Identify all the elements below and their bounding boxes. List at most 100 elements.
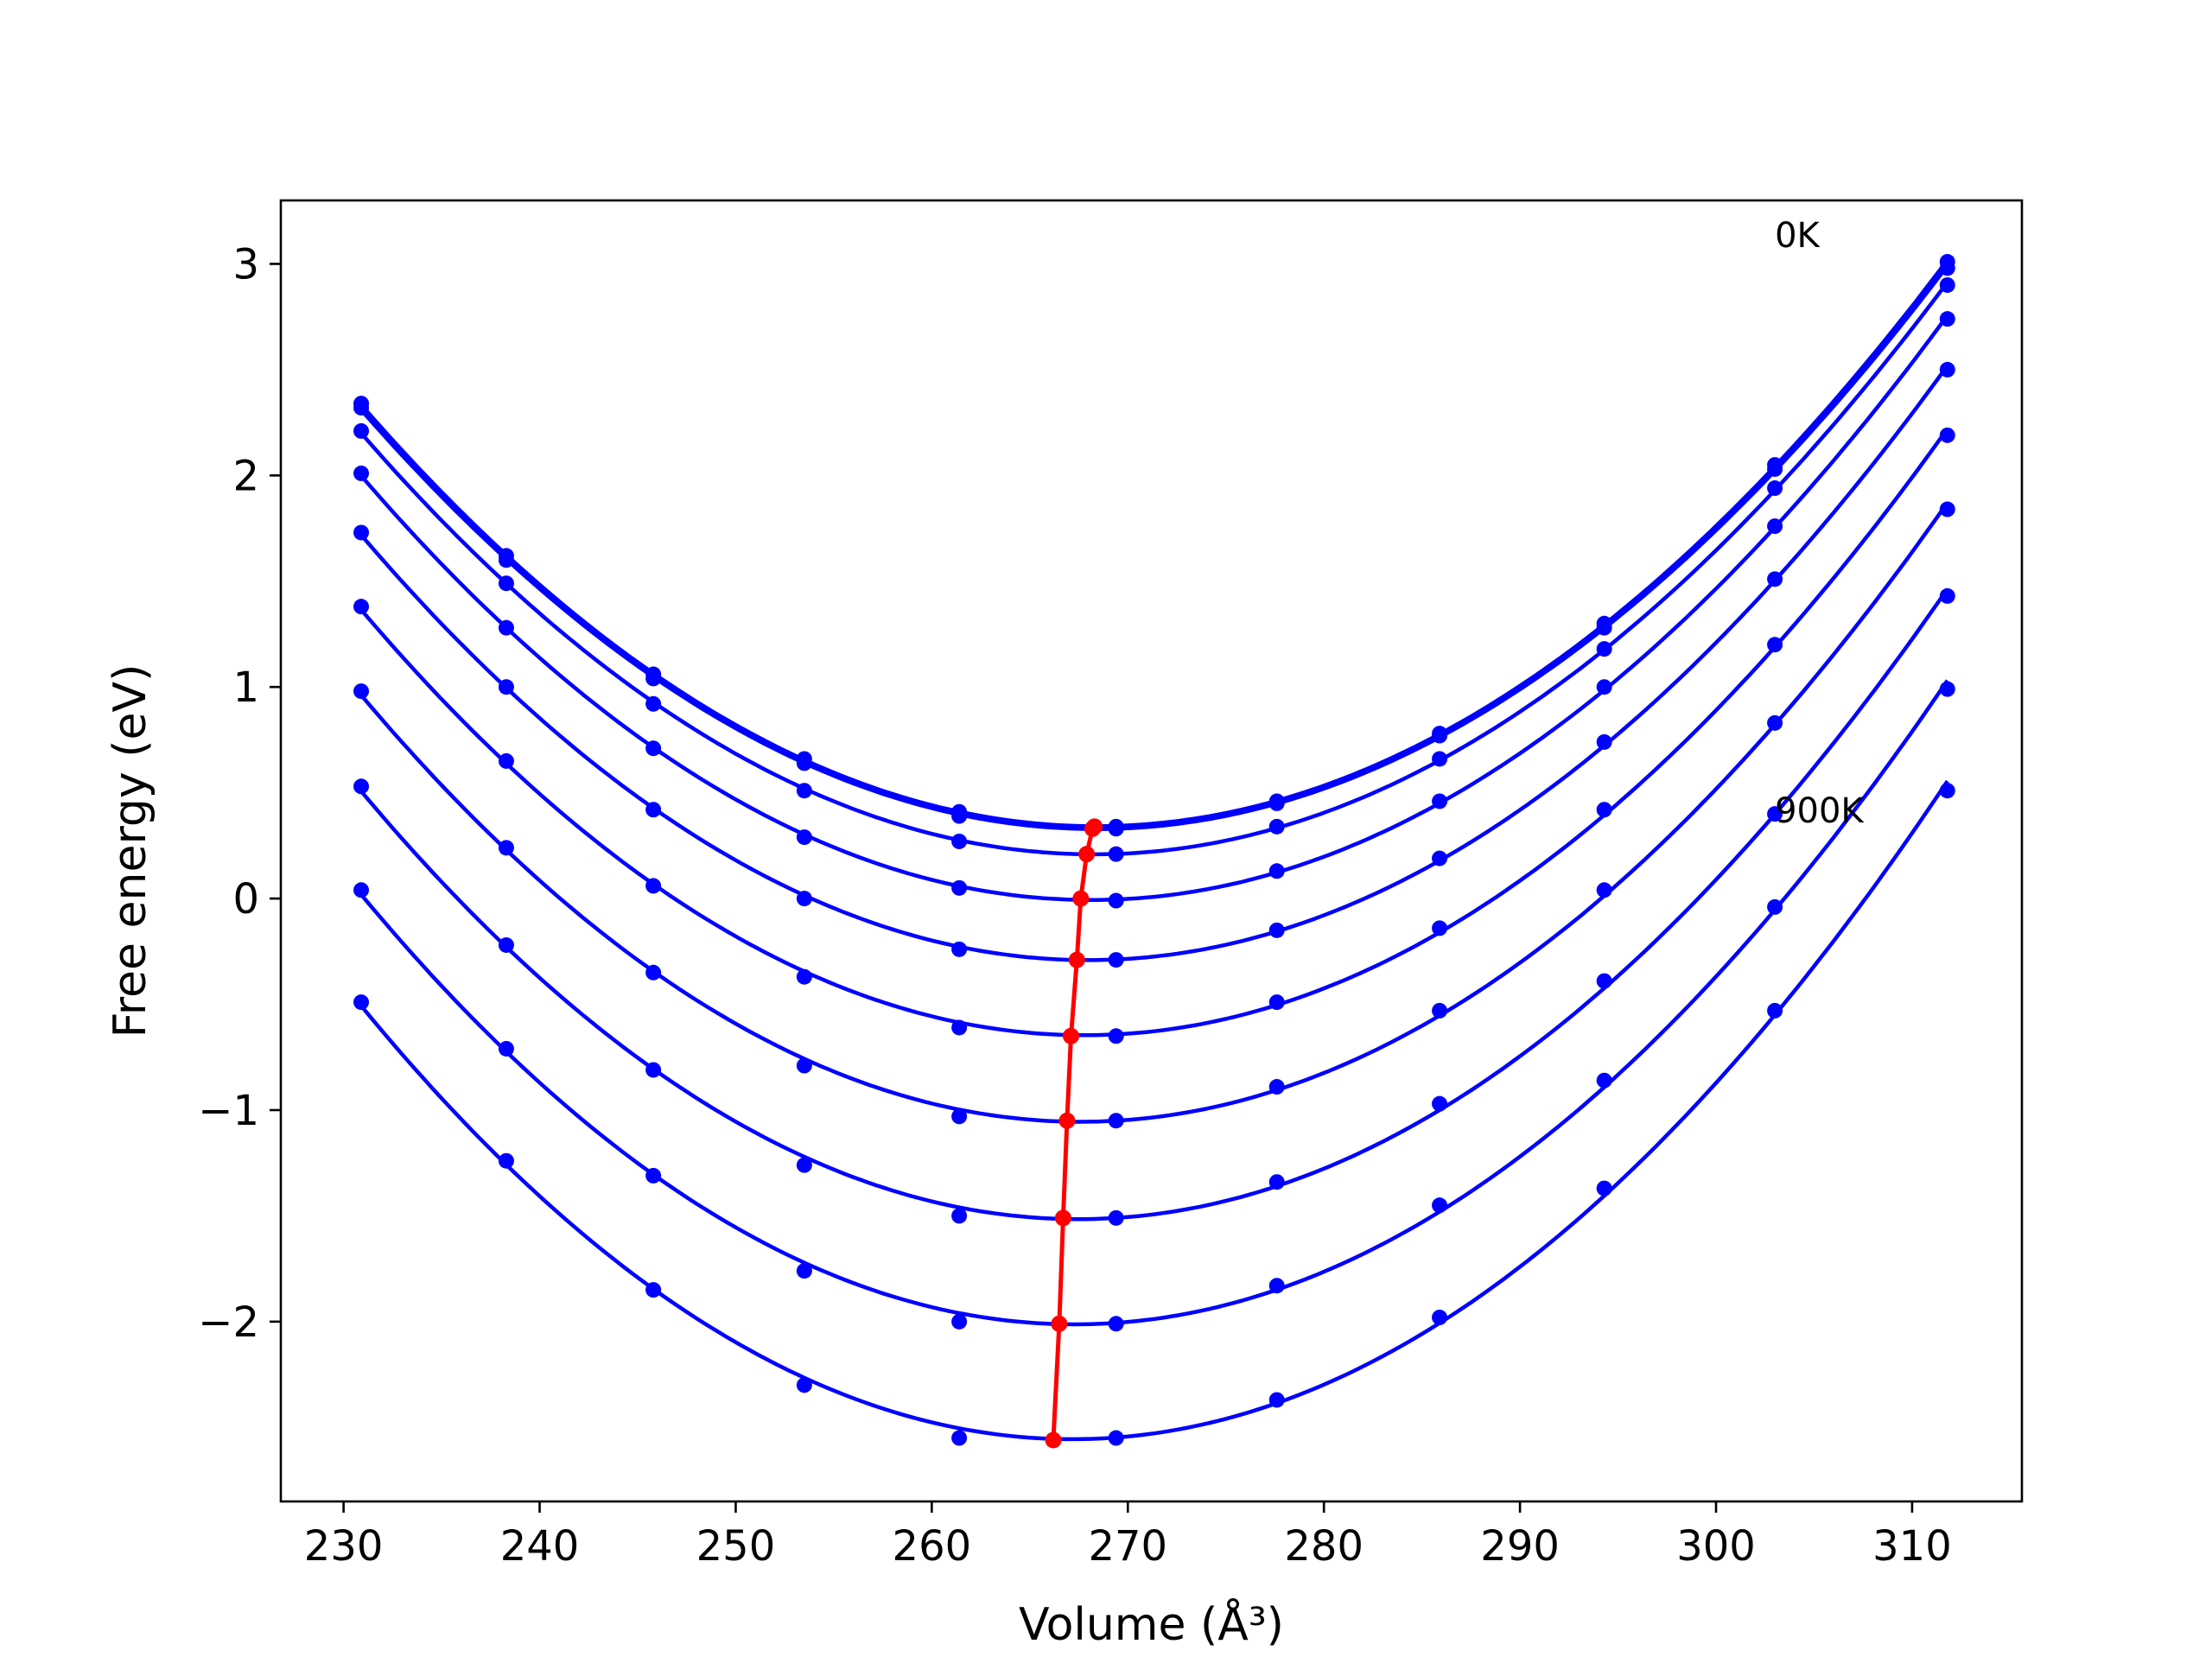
data-point-s9-5 — [951, 1313, 968, 1330]
data-point-s8-8 — [1432, 1095, 1448, 1112]
data-point-s4-4 — [796, 829, 812, 846]
series-line-8 — [359, 587, 1949, 1222]
data-point-s3-1 — [353, 422, 370, 439]
data-point-s9-11 — [1939, 681, 1955, 697]
data-point-s10-5 — [951, 1430, 968, 1446]
data-point-s2-6 — [1108, 821, 1124, 837]
data-point-s9-4 — [796, 1263, 812, 1279]
data-point-s5-6 — [1108, 952, 1124, 968]
data-point-s3-7 — [1268, 818, 1285, 835]
data-point-s8-1 — [353, 778, 370, 795]
data-point-s4-3 — [645, 740, 662, 757]
data-point-s7-2 — [498, 840, 514, 856]
minimum-line — [1051, 825, 1096, 1441]
data-point-s4-2 — [498, 619, 514, 636]
data-point-s6-11 — [1939, 427, 1955, 443]
data-point-s9-9 — [1596, 1072, 1612, 1089]
series-line-3 — [359, 281, 1949, 857]
data-point-s10-6 — [1108, 1430, 1124, 1446]
data-point-s7-6 — [1108, 1113, 1124, 1129]
data-point-s2-3 — [645, 670, 662, 687]
data-point-s6-6 — [1108, 1028, 1124, 1044]
data-point-s8-9 — [1596, 973, 1612, 989]
data-point-s5-7 — [1268, 922, 1285, 938]
data-point-s10-11 — [1939, 783, 1955, 799]
plot-frame — [279, 199, 2024, 1503]
minimum-point-3 — [1078, 846, 1096, 863]
data-point-s3-3 — [645, 695, 662, 712]
data-point-s6-5 — [951, 1019, 968, 1036]
data-point-s8-5 — [951, 1208, 968, 1224]
data-point-s4-8 — [1432, 793, 1448, 809]
x-axis-label: Volume (Å³) — [1019, 1597, 1284, 1651]
data-point-s9-8 — [1432, 1197, 1448, 1214]
minimum-point-6 — [1062, 1027, 1079, 1044]
minimum-point-4 — [1072, 890, 1090, 907]
data-point-s6-3 — [645, 878, 662, 894]
data-point-s7-4 — [796, 1057, 812, 1074]
data-point-s2-8 — [1432, 727, 1448, 744]
y-tick-label: −2 — [198, 1298, 259, 1347]
data-point-s8-3 — [645, 1062, 662, 1078]
annotations-layer: 0K 900K — [1775, 216, 1865, 831]
y-axis-label: Free energy (eV) — [105, 664, 156, 1038]
data-point-s3-2 — [498, 575, 514, 592]
data-point-s2-7 — [1268, 795, 1285, 811]
data-point-s3-9 — [1596, 641, 1612, 657]
series-line-4 — [359, 314, 1949, 903]
data-point-s5-3 — [645, 802, 662, 818]
x-tick-label: 300 — [1676, 1522, 1756, 1571]
x-tick-label: 270 — [1088, 1522, 1167, 1571]
x-tick-label: 290 — [1480, 1522, 1560, 1571]
data-point-s6-9 — [1596, 802, 1612, 818]
data-point-s7-10 — [1767, 714, 1783, 731]
data-point-s2-1 — [353, 399, 370, 416]
data-point-s10-4 — [796, 1377, 812, 1393]
series-line-6 — [359, 427, 1949, 1038]
data-point-s10-2 — [498, 1152, 514, 1169]
x-tick-label: 240 — [500, 1522, 580, 1571]
minimum-point-7 — [1058, 1112, 1076, 1129]
data-point-s4-10 — [1767, 518, 1783, 535]
data-point-s6-10 — [1767, 637, 1783, 653]
data-point-s5-11 — [1939, 361, 1955, 378]
data-point-s10-1 — [353, 994, 370, 1011]
data-point-s3-5 — [951, 833, 968, 849]
data-point-s6-4 — [796, 968, 812, 985]
data-point-s10-10 — [1767, 1002, 1783, 1019]
data-point-s9-7 — [1268, 1278, 1285, 1294]
x-axis: 230 240 250 260 270 280 290 300 310 — [304, 1501, 1952, 1571]
data-point-s8-4 — [796, 1157, 812, 1173]
data-point-s8-11 — [1939, 587, 1955, 604]
x-tick-label: 230 — [304, 1522, 384, 1571]
data-point-s2-5 — [951, 808, 968, 824]
x-tick-label: 310 — [1872, 1522, 1952, 1571]
data-point-s4-11 — [1939, 311, 1955, 327]
data-point-s5-8 — [1432, 850, 1448, 866]
data-point-s2-4 — [796, 755, 812, 771]
data-point-s4-1 — [353, 465, 370, 481]
data-point-s9-10 — [1767, 898, 1783, 915]
minimum-point-8 — [1054, 1209, 1071, 1227]
data-point-s5-2 — [498, 679, 514, 695]
data-point-s3-8 — [1432, 751, 1448, 767]
data-point-s5-5 — [951, 941, 968, 957]
data-point-s8-2 — [498, 936, 514, 953]
data-point-s8-7 — [1268, 1174, 1285, 1190]
y-tick-label: −1 — [198, 1087, 259, 1135]
data-point-s7-8 — [1432, 1002, 1448, 1019]
data-point-s8-10 — [1767, 806, 1783, 822]
data-point-s6-8 — [1432, 920, 1448, 936]
data-point-s4-7 — [1268, 863, 1285, 879]
x-tick-label: 260 — [893, 1522, 972, 1571]
minimum-point-2 — [1084, 820, 1101, 837]
data-point-s8-6 — [1108, 1209, 1124, 1226]
annotation-0K: 0K — [1775, 216, 1821, 256]
data-point-s3-11 — [1939, 276, 1955, 293]
data-point-s3-6 — [1108, 846, 1124, 862]
data-point-s10-7 — [1268, 1392, 1285, 1408]
data-point-s9-6 — [1108, 1316, 1124, 1332]
data-point-s5-4 — [796, 891, 812, 907]
